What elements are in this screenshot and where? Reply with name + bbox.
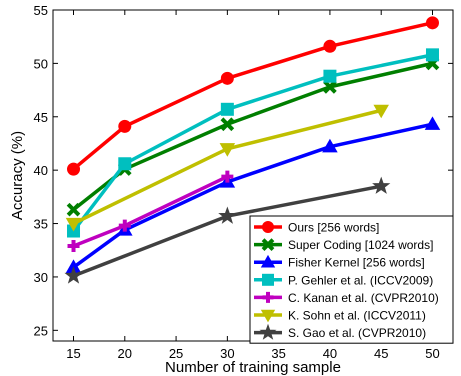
legend-entry: Ours [256 words]	[254, 221, 379, 235]
x-tick-label: 50	[425, 346, 439, 361]
data-point	[425, 48, 439, 62]
data-point	[323, 80, 337, 94]
legend-entry: Super Coding [1024 words]	[254, 238, 433, 252]
data-point	[220, 71, 234, 85]
data-point	[67, 239, 80, 252]
data-point	[118, 119, 132, 133]
y-tick-label: 25	[34, 323, 48, 338]
data-point	[220, 117, 235, 132]
y-tick-label: 35	[34, 217, 48, 232]
legend-entry: K. Sohn et al. (ICCV2011)	[254, 309, 426, 323]
legend-entry: Fisher Kernel [256 words]	[254, 254, 425, 270]
legend-label: Fisher Kernel [256 words]	[288, 256, 425, 270]
data-point	[424, 116, 441, 130]
data-point	[323, 39, 337, 53]
legend-marker	[260, 254, 276, 268]
legend-label: P. Gehler et al. (ICCV2009)	[288, 273, 433, 287]
series-0	[67, 16, 439, 176]
x-tick-label: 15	[66, 346, 80, 361]
legend-entry: C. Kanan et al. (CVPR2010)	[254, 291, 439, 305]
y-tick-label: 30	[34, 270, 48, 285]
data-point	[322, 138, 338, 153]
legend-marker	[262, 221, 274, 233]
y-tick-label: 55	[34, 3, 48, 18]
x-tick-label: 40	[323, 346, 337, 361]
series-line	[72, 21, 433, 171]
series-4	[67, 170, 234, 252]
x-tick-label: 30	[220, 346, 234, 361]
x-axis-label: Number of training sample	[165, 359, 341, 376]
data-point	[118, 157, 132, 171]
data-point	[425, 16, 439, 30]
data-point	[372, 176, 391, 194]
x-tick-label: 25	[169, 346, 183, 361]
x-tick-label: 20	[118, 346, 132, 361]
legend-label: Ours [256 words]	[288, 221, 379, 235]
legend: Ours [256 words] Super Coding [1024 words…	[249, 215, 454, 344]
legend-entry: S. Gao et al. (CVPR2010)	[254, 323, 426, 340]
plot-area	[52, 9, 454, 342]
legend-box	[249, 215, 454, 344]
y-tick-label: 45	[34, 110, 48, 125]
data-point	[67, 162, 81, 176]
legend-marker	[262, 291, 274, 303]
axis-ticks: 15 20 25 30 35 40 45 50 25 30 35 40 45 50 55	[34, 3, 453, 361]
data-point	[220, 102, 234, 116]
data-point	[218, 206, 237, 224]
data-point	[118, 219, 131, 232]
data-point	[323, 69, 337, 83]
legend-marker	[262, 273, 274, 286]
data-point	[219, 143, 236, 157]
legend-label: S. Gao et al. (CVPR2010)	[288, 326, 426, 340]
data-point	[65, 217, 82, 232]
y-tick-label: 40	[34, 163, 48, 178]
legend-marker	[260, 309, 276, 323]
legend-marker	[261, 238, 275, 251]
series-3	[67, 48, 439, 238]
y-axis-label: Accuracy (%)	[9, 131, 26, 220]
data-point	[373, 104, 389, 119]
data-point	[66, 202, 81, 217]
data-point	[64, 266, 83, 284]
legend-label: Super Coding [1024 words]	[288, 238, 433, 252]
legend-entry: P. Gehler et al. (ICCV2009)	[254, 273, 433, 287]
y-tick-label: 50	[34, 56, 48, 71]
legend-label: K. Sohn et al. (ICCV2011)	[288, 309, 426, 323]
data-point	[221, 170, 234, 183]
x-tick-label: 35	[271, 346, 285, 361]
x-tick-label: 45	[374, 346, 388, 361]
series-6	[64, 176, 391, 284]
series-5	[65, 104, 389, 232]
legend-label: C. Kanan et al. (CVPR2010)	[288, 291, 439, 305]
legend-marker	[259, 323, 277, 340]
